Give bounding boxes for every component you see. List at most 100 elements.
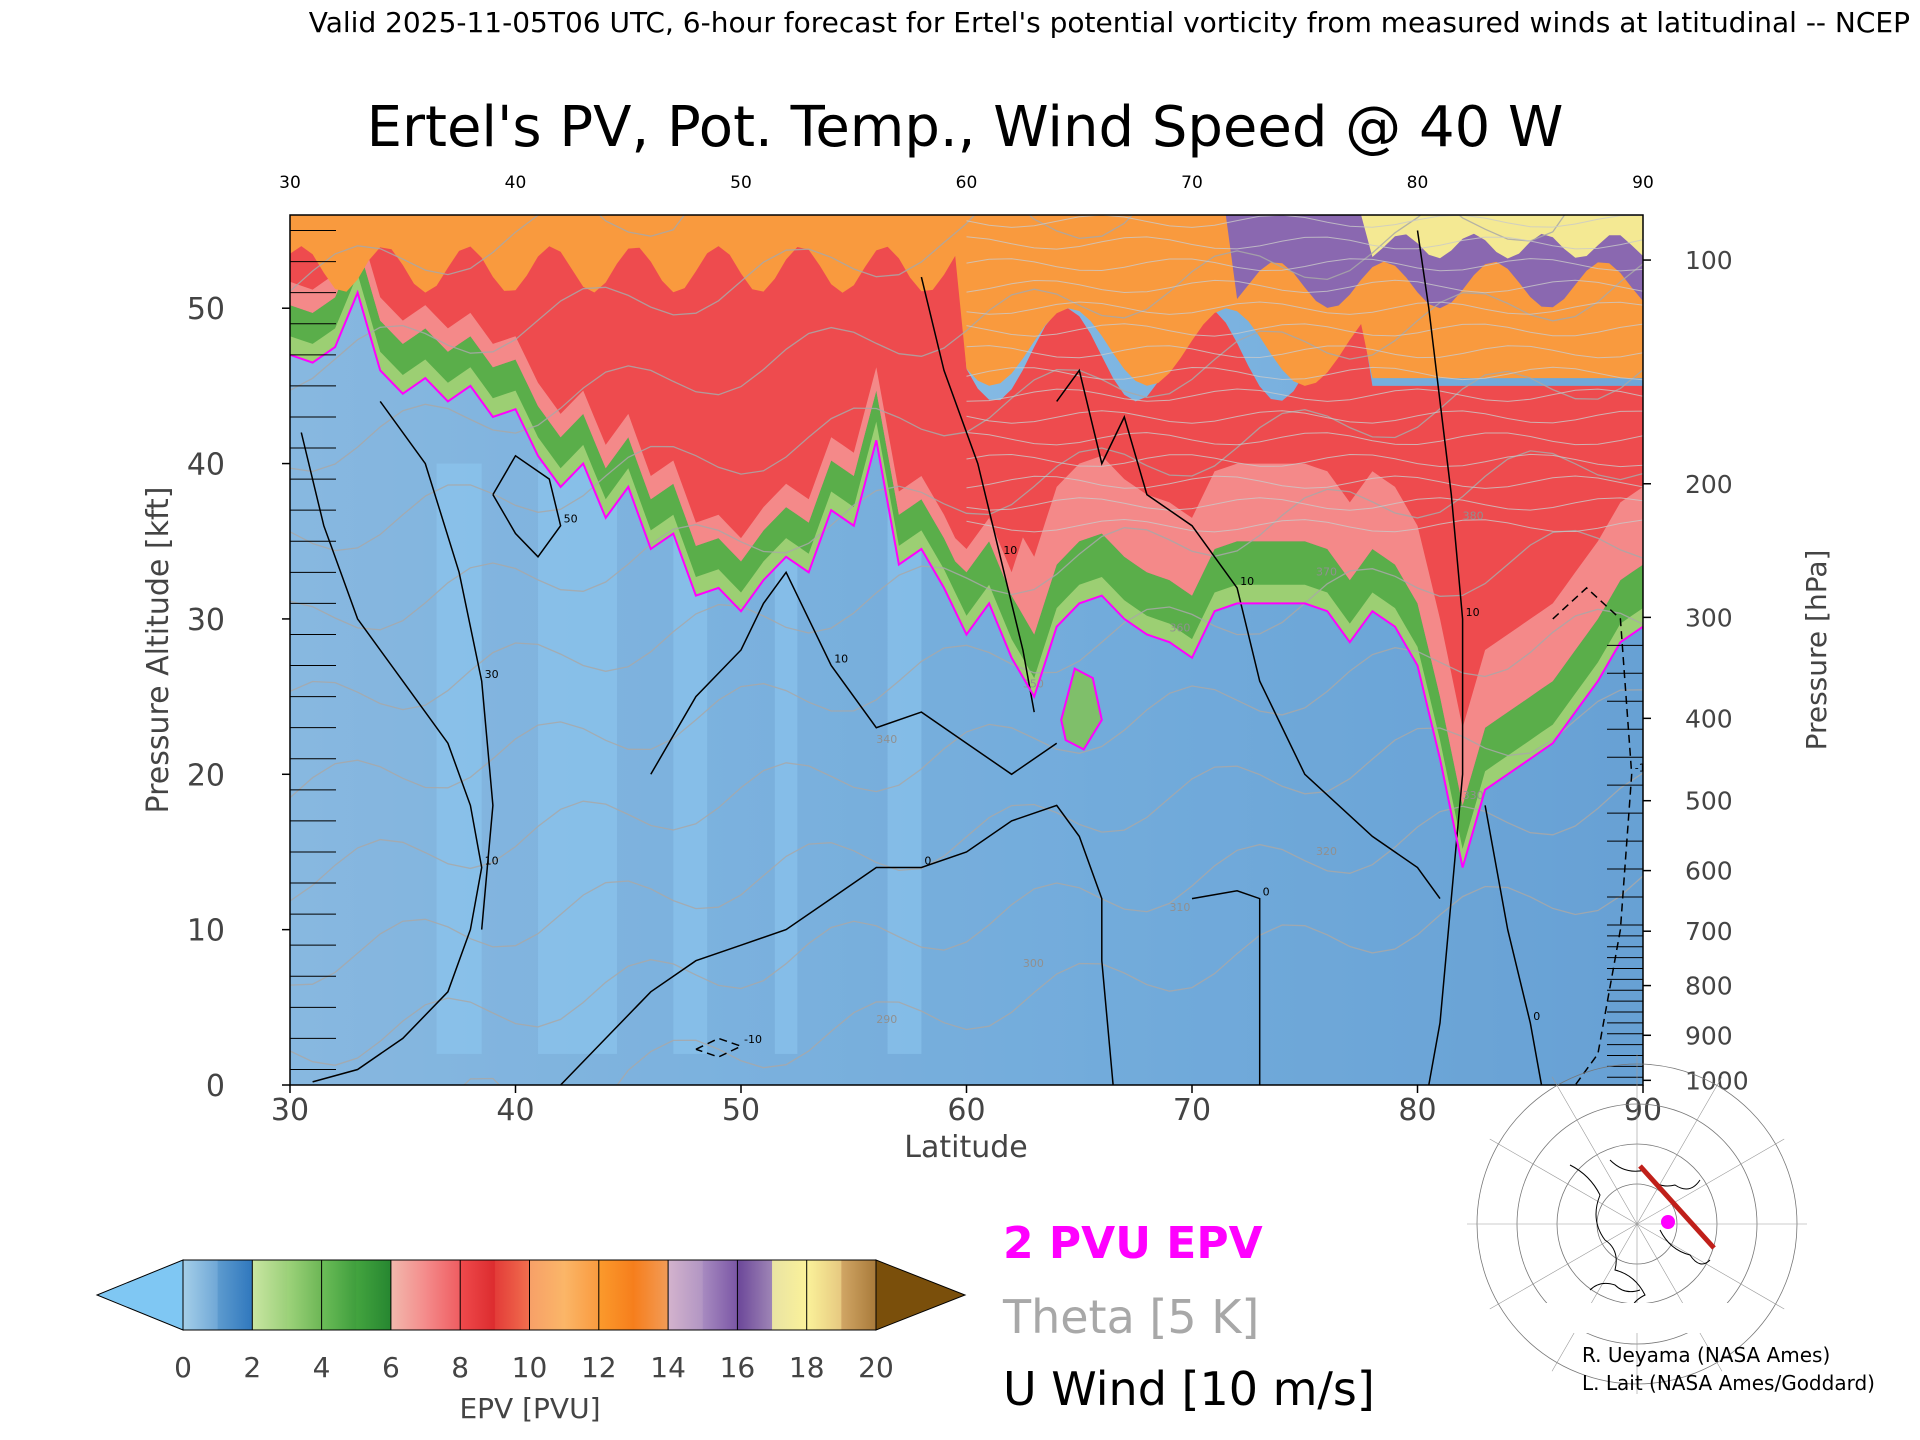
colorbar-bin [737,1260,773,1330]
meridian-line [1489,1138,1638,1225]
colorbar-tick-label: 18 [789,1351,825,1384]
theta-label: 320 [1316,845,1337,858]
colorbar-frame [182,1259,877,1331]
meridian-line [1636,1138,1785,1225]
theta-contour [290,215,686,292]
colorbar-bin [425,1260,461,1330]
pressure-tick-label: 500 [1685,787,1733,816]
wind-contour [1416,230,1464,1085]
colorbar: 0 2 4 6 8 10 12 14 16 18 20 [95,1259,967,1384]
inset-map-bg [1543,1153,1740,1303]
pressure-hatch-lines [290,230,1643,1078]
troposphere-band [290,292,1643,1085]
light-column [538,463,617,1054]
theta-contour [966,366,1643,381]
light-column [887,463,922,1054]
inset-map [1467,1054,1807,1394]
theta-contour [966,345,1643,359]
theta-contour [966,258,1643,272]
meridian-line [1636,1223,1723,1372]
colorbar-bin [356,1260,392,1330]
colorbar-tick-label: 16 [720,1351,756,1384]
theta-contour [290,772,1643,1066]
colorbar-bin [668,1260,704,1330]
y-tick-label: 20 [187,758,225,793]
x-tick-label: 90 [1624,1093,1662,1128]
x-tick-label: 80 [1398,1093,1436,1128]
colorbar-label: EPV [PVU] [459,1392,600,1425]
credit-line-1: R. Ueyama (NASA Ames) [1582,1343,1830,1367]
colorbar-bin [598,1260,634,1330]
wind-contour-label: 0 [924,855,931,868]
wind-contour-label: 30 [485,668,499,681]
wind-contour-label: 10 [1466,606,1480,619]
pvu-2-contour [290,289,1643,868]
wind-contour-label: 10 [834,653,848,666]
colorbar-bin [564,1260,600,1330]
colorbar-bin [633,1260,669,1330]
x-tick-label: 70 [1173,1093,1211,1128]
theta-contour [966,518,1643,533]
wind-contour-label: 0 [1263,886,1270,899]
theta-contour [290,369,1643,631]
pv-pink-band [290,219,1643,806]
theta-label: 310 [1169,901,1190,914]
y-tick-label: 10 [187,914,225,949]
colorbar-bin [183,1260,219,1330]
inset-map-mask [1543,1303,1743,1333]
chart-title: Ertel's PV, Pot. Temp., Wind Speed @ 40 … [367,95,1564,160]
wind-contour-label: 10 [1003,544,1017,557]
colorbar-bin [772,1260,808,1330]
colorbar-bin [286,1260,323,1330]
theta-contour [290,450,1643,711]
pressure-tick-label: 600 [1685,857,1733,886]
pv-field [290,215,1643,1085]
x-tick-label: 50 [722,1093,760,1128]
wind-contour [1191,890,1261,1085]
x-axis: 30 40 50 60 70 80 90 [271,1085,1662,1128]
wind-contour [492,454,562,558]
x-tick-label: 30 [271,1093,309,1128]
pressure-axis: 100 200 300 400 500 600 700 800 900 1000 [1643,246,1749,1095]
theta-contour [966,453,1643,468]
theta-contour [966,388,1643,402]
y-tick-label: 0 [206,1069,225,1104]
meridian-line [1636,1076,1723,1225]
pressure-tick-label: 900 [1685,1021,1733,1050]
theta-contour [290,529,1643,799]
theta-contour [290,689,1643,986]
colorbar-bin [252,1260,288,1330]
pvu-2-island [1060,667,1103,751]
colorbar-bin [702,1260,738,1330]
theta-label: 300 [1023,957,1044,970]
wind-contour [920,276,1035,713]
wind-contour [1484,805,1543,1085]
colorbar-bin [841,1260,877,1330]
colorbar-tick-label: 10 [512,1351,548,1384]
theta-label: 330 [1463,789,1484,802]
x-axis-label: Latitude [904,1130,1027,1165]
pressure-tick-label: 800 [1685,972,1733,1001]
theta-label: 370 [1316,565,1337,578]
theta-contour [966,279,1643,294]
x-tick-label: 40 [496,1093,534,1128]
light-column [436,463,482,1054]
theta-contour [290,215,1134,391]
wind-contour-label: 10 [1240,575,1254,588]
colorbar-tick-label: 0 [174,1351,192,1384]
top-x-tick-label: 50 [730,173,752,193]
y-axis-label: Pressure Altitude [kft] [141,487,176,814]
pv-green-band [290,243,1643,868]
top-x-tick-label: 90 [1632,173,1654,193]
y-tick-label: 40 [187,448,225,483]
colorbar-bin [494,1260,530,1330]
meridian-line [1551,1076,1638,1225]
colorbar-over-arrow [875,1259,967,1331]
colorbar-tick-label: 8 [451,1351,469,1384]
valid-time-header: Valid 2025-11-05T06 UTC, 6-hour forecast… [309,6,1910,39]
theta-label: 380 [1463,510,1484,523]
credit-line-2: L. Lait (NASA Ames/Goddard) [1582,1371,1875,1395]
